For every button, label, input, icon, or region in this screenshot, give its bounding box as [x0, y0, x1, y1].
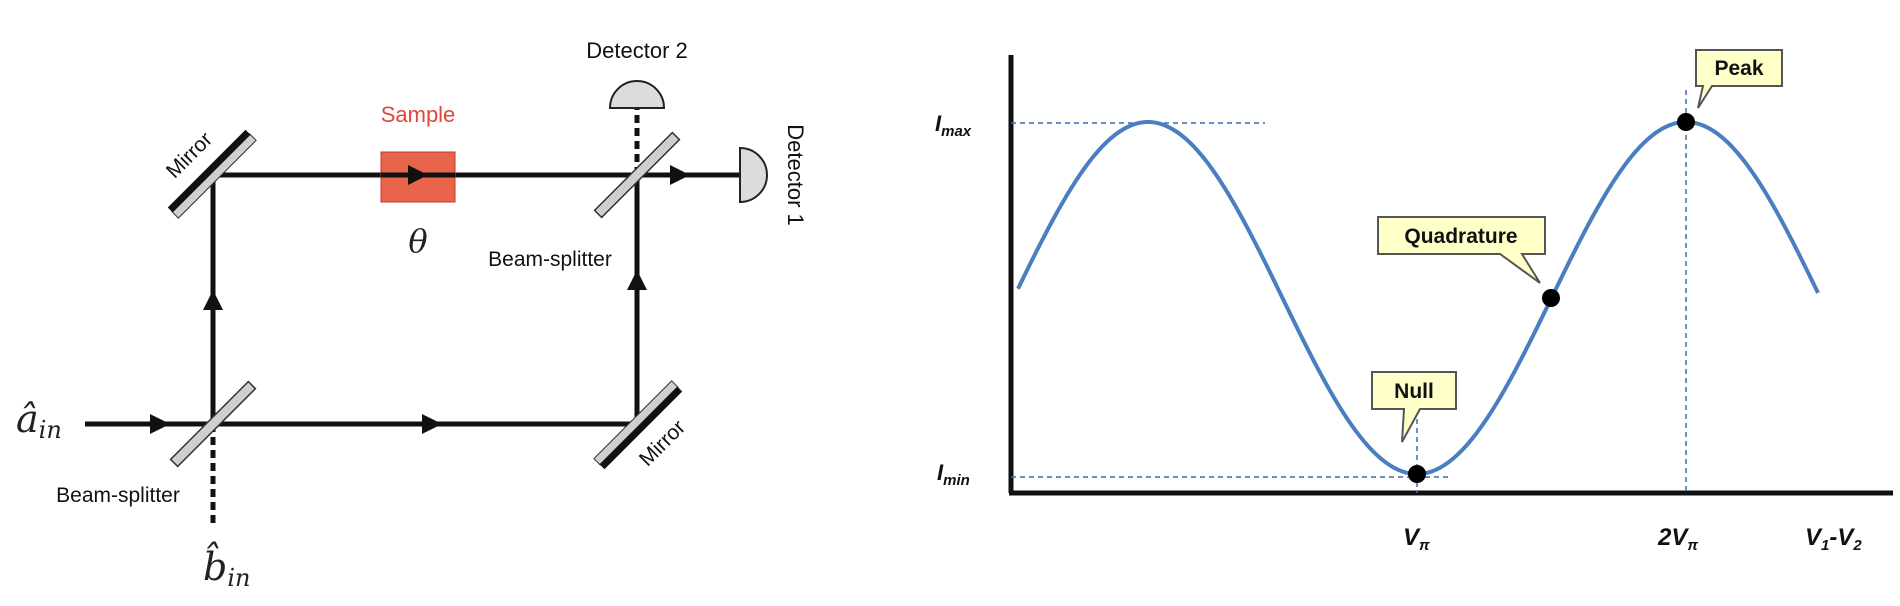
quadrature-label: Quadrature: [1404, 225, 1517, 248]
arrow-bottom-path: [422, 414, 442, 434]
arrow-left-up: [203, 290, 223, 310]
quadrature-point: [1542, 289, 1560, 307]
imax-label: Imax: [935, 111, 972, 140]
peak-callout: Peak: [1695, 49, 1783, 109]
mirror-top-left: [167, 129, 257, 219]
beam-splitter-top-label: Beam-splitter: [488, 248, 612, 271]
theta-label: θ: [408, 222, 427, 260]
beam-splitter-top-right: [593, 131, 681, 219]
detector-2: [608, 80, 666, 109]
null-point: [1408, 465, 1426, 483]
input-b-label: b̂in: [203, 542, 250, 592]
beam-splitters: [169, 131, 681, 468]
detector2-label: Detector 2: [586, 38, 688, 63]
arrow-right-up: [627, 270, 647, 290]
sample-arrow-overlay: [408, 165, 428, 185]
beam-paths: [85, 172, 748, 427]
mirror-bottom-right: [593, 380, 683, 470]
quadrature-callout: Quadrature: [1377, 216, 1546, 284]
input-a-label: âin: [16, 397, 62, 444]
guide-lines: [1011, 90, 1687, 493]
arrow-input: [150, 414, 170, 434]
detector1-label: Detector 1: [783, 124, 808, 226]
peak-label: Peak: [1714, 57, 1763, 80]
beam-splitter-bottom-left: [169, 380, 257, 468]
intensity-curve: [1016, 119, 1820, 476]
two-v-pi-label: 2Vπ: [1657, 524, 1698, 554]
beam-splitter-bottom-label: Beam-splitter: [56, 484, 180, 507]
null-label: Null: [1394, 380, 1434, 403]
interferometer-diagram: Sample θ Detector 2 Detector 1 Mirror Mi…: [16, 38, 808, 592]
null-callout: Null: [1371, 371, 1457, 443]
detector-1: [739, 146, 768, 204]
transfer-curve-plot: Peak Quadrature Null Imax Imin Vπ 2Vπ V1…: [935, 49, 1893, 554]
v-pi-label: Vπ: [1403, 524, 1430, 554]
imin-label: Imin: [937, 460, 970, 489]
peak-point: [1677, 113, 1695, 131]
sample-label: Sample: [381, 102, 456, 127]
mirrors: [167, 129, 683, 470]
x-axis-label: V1-V2: [1805, 524, 1862, 554]
arrow-detector1: [670, 165, 690, 185]
